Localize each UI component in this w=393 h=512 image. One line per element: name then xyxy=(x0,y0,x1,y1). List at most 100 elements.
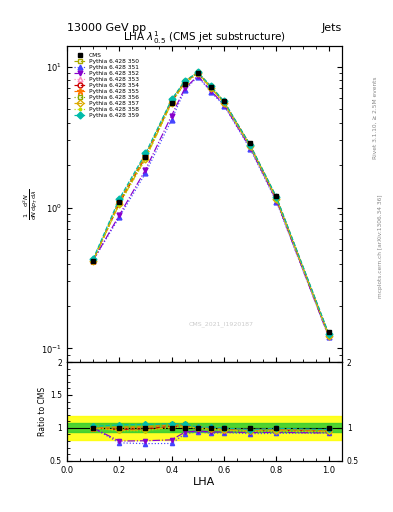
Pythia 6.428 350 xyxy=(91,258,95,264)
Pythia 6.428 354 xyxy=(248,142,253,148)
Pythia 6.428 356 xyxy=(248,142,253,148)
Pythia 6.428 352 xyxy=(91,258,95,264)
Pythia 6.428 353 xyxy=(143,154,148,160)
Pythia 6.428 357 xyxy=(274,196,279,202)
Bar xyxy=(67,416,342,440)
Pythia 6.428 359 xyxy=(91,256,95,262)
Pythia 6.428 358 xyxy=(195,71,200,77)
Line: Pythia 6.428 350: Pythia 6.428 350 xyxy=(90,70,331,337)
Legend: CMS, Pythia 6.428 350, Pythia 6.428 351, Pythia 6.428 352, Pythia 6.428 353, Pyt: CMS, Pythia 6.428 350, Pythia 6.428 351,… xyxy=(72,52,140,119)
Pythia 6.428 357 xyxy=(117,201,121,207)
Pythia 6.428 359 xyxy=(182,78,187,84)
Pythia 6.428 353 xyxy=(182,79,187,86)
CMS xyxy=(117,199,121,205)
CMS xyxy=(327,329,331,335)
Pythia 6.428 353 xyxy=(327,332,331,338)
Pythia 6.428 353 xyxy=(195,70,200,76)
Text: 13000 GeV pp: 13000 GeV pp xyxy=(67,23,146,33)
Pythia 6.428 352 xyxy=(143,167,148,173)
Pythia 6.428 355 xyxy=(274,195,279,201)
Pythia 6.428 354 xyxy=(143,154,148,160)
Pythia 6.428 356 xyxy=(222,99,226,105)
Pythia 6.428 354 xyxy=(209,84,213,91)
Pythia 6.428 355 xyxy=(169,97,174,103)
Pythia 6.428 354 xyxy=(91,258,95,264)
Pythia 6.428 358 xyxy=(327,333,331,339)
Pythia 6.428 354 xyxy=(274,196,279,202)
Pythia 6.428 357 xyxy=(327,333,331,339)
Pythia 6.428 359 xyxy=(209,83,213,89)
Pythia 6.428 356 xyxy=(182,79,187,85)
Pythia 6.428 355 xyxy=(327,332,331,338)
Pythia 6.428 355 xyxy=(117,199,121,205)
Pythia 6.428 351 xyxy=(222,102,226,109)
Pythia 6.428 359 xyxy=(327,331,331,337)
CMS xyxy=(91,258,95,264)
Pythia 6.428 355 xyxy=(195,70,200,76)
Pythia 6.428 357 xyxy=(91,258,95,264)
Pythia 6.428 356 xyxy=(91,258,95,264)
Pythia 6.428 356 xyxy=(274,195,279,201)
Line: Pythia 6.428 354: Pythia 6.428 354 xyxy=(90,71,331,338)
Pythia 6.428 357 xyxy=(169,100,174,106)
Pythia 6.428 350 xyxy=(182,78,187,84)
Pythia 6.428 354 xyxy=(117,200,121,206)
Pythia 6.428 355 xyxy=(182,79,187,85)
Pythia 6.428 357 xyxy=(209,84,213,91)
Line: Pythia 6.428 358: Pythia 6.428 358 xyxy=(90,71,331,338)
Pythia 6.428 350 xyxy=(248,142,253,148)
Text: mcplots.cern.ch [arXiv:1306.34 36]: mcplots.cern.ch [arXiv:1306.34 36] xyxy=(378,194,383,297)
Pythia 6.428 350 xyxy=(117,198,121,204)
Pythia 6.428 357 xyxy=(248,143,253,150)
Pythia 6.428 352 xyxy=(327,334,331,340)
CMS xyxy=(248,140,253,146)
Pythia 6.428 351 xyxy=(248,146,253,152)
Pythia 6.428 352 xyxy=(195,73,200,79)
Pythia 6.428 351 xyxy=(182,87,187,93)
Pythia 6.428 356 xyxy=(143,154,148,160)
Pythia 6.428 359 xyxy=(169,96,174,102)
Line: Pythia 6.428 355: Pythia 6.428 355 xyxy=(90,69,332,338)
CMS xyxy=(209,83,213,90)
Y-axis label: Ratio to CMS: Ratio to CMS xyxy=(38,387,47,436)
Pythia 6.428 351 xyxy=(117,215,121,221)
Pythia 6.428 350 xyxy=(327,332,331,338)
Pythia 6.428 352 xyxy=(169,113,174,119)
Pythia 6.428 358 xyxy=(274,197,279,203)
Pythia 6.428 358 xyxy=(143,156,148,162)
Line: Pythia 6.428 356: Pythia 6.428 356 xyxy=(90,70,331,337)
Text: Jets: Jets xyxy=(321,23,342,33)
Pythia 6.428 350 xyxy=(169,97,174,103)
Pythia 6.428 356 xyxy=(169,98,174,104)
Pythia 6.428 351 xyxy=(143,170,148,176)
Pythia 6.428 357 xyxy=(143,156,148,162)
Pythia 6.428 356 xyxy=(117,199,121,205)
Pythia 6.428 352 xyxy=(248,145,253,151)
Pythia 6.428 353 xyxy=(222,99,226,105)
Pythia 6.428 353 xyxy=(248,142,253,148)
Line: Pythia 6.428 359: Pythia 6.428 359 xyxy=(90,70,331,336)
Pythia 6.428 356 xyxy=(327,332,331,338)
Pythia 6.428 358 xyxy=(182,80,187,87)
Pythia 6.428 354 xyxy=(182,79,187,86)
Title: LHA $\lambda^{1}_{0.5}$ (CMS jet substructure): LHA $\lambda^{1}_{0.5}$ (CMS jet substru… xyxy=(123,29,286,46)
Pythia 6.428 356 xyxy=(209,84,213,90)
Pythia 6.428 354 xyxy=(222,99,226,105)
Pythia 6.428 359 xyxy=(143,151,148,157)
Pythia 6.428 352 xyxy=(117,212,121,219)
Pythia 6.428 358 xyxy=(209,85,213,91)
Pythia 6.428 355 xyxy=(143,153,148,159)
Pythia 6.428 354 xyxy=(327,332,331,338)
Text: Rivet 3.1.10, ≥ 2.5M events: Rivet 3.1.10, ≥ 2.5M events xyxy=(373,76,378,159)
CMS xyxy=(222,98,226,104)
Pythia 6.428 355 xyxy=(91,258,95,264)
Pythia 6.428 355 xyxy=(248,142,253,148)
Pythia 6.428 350 xyxy=(209,83,213,90)
CMS xyxy=(182,81,187,88)
Pythia 6.428 354 xyxy=(195,70,200,76)
Line: Pythia 6.428 353: Pythia 6.428 353 xyxy=(90,70,331,337)
Pythia 6.428 351 xyxy=(91,258,95,264)
Y-axis label: $\frac{1}{\mathrm{d}N}\frac{\mathrm{d}^2N}{\mathrm{d}p_T\,\mathrm{d}\lambda}$: $\frac{1}{\mathrm{d}N}\frac{\mathrm{d}^2… xyxy=(22,188,40,220)
Pythia 6.428 359 xyxy=(222,98,226,104)
Pythia 6.428 350 xyxy=(274,195,279,201)
